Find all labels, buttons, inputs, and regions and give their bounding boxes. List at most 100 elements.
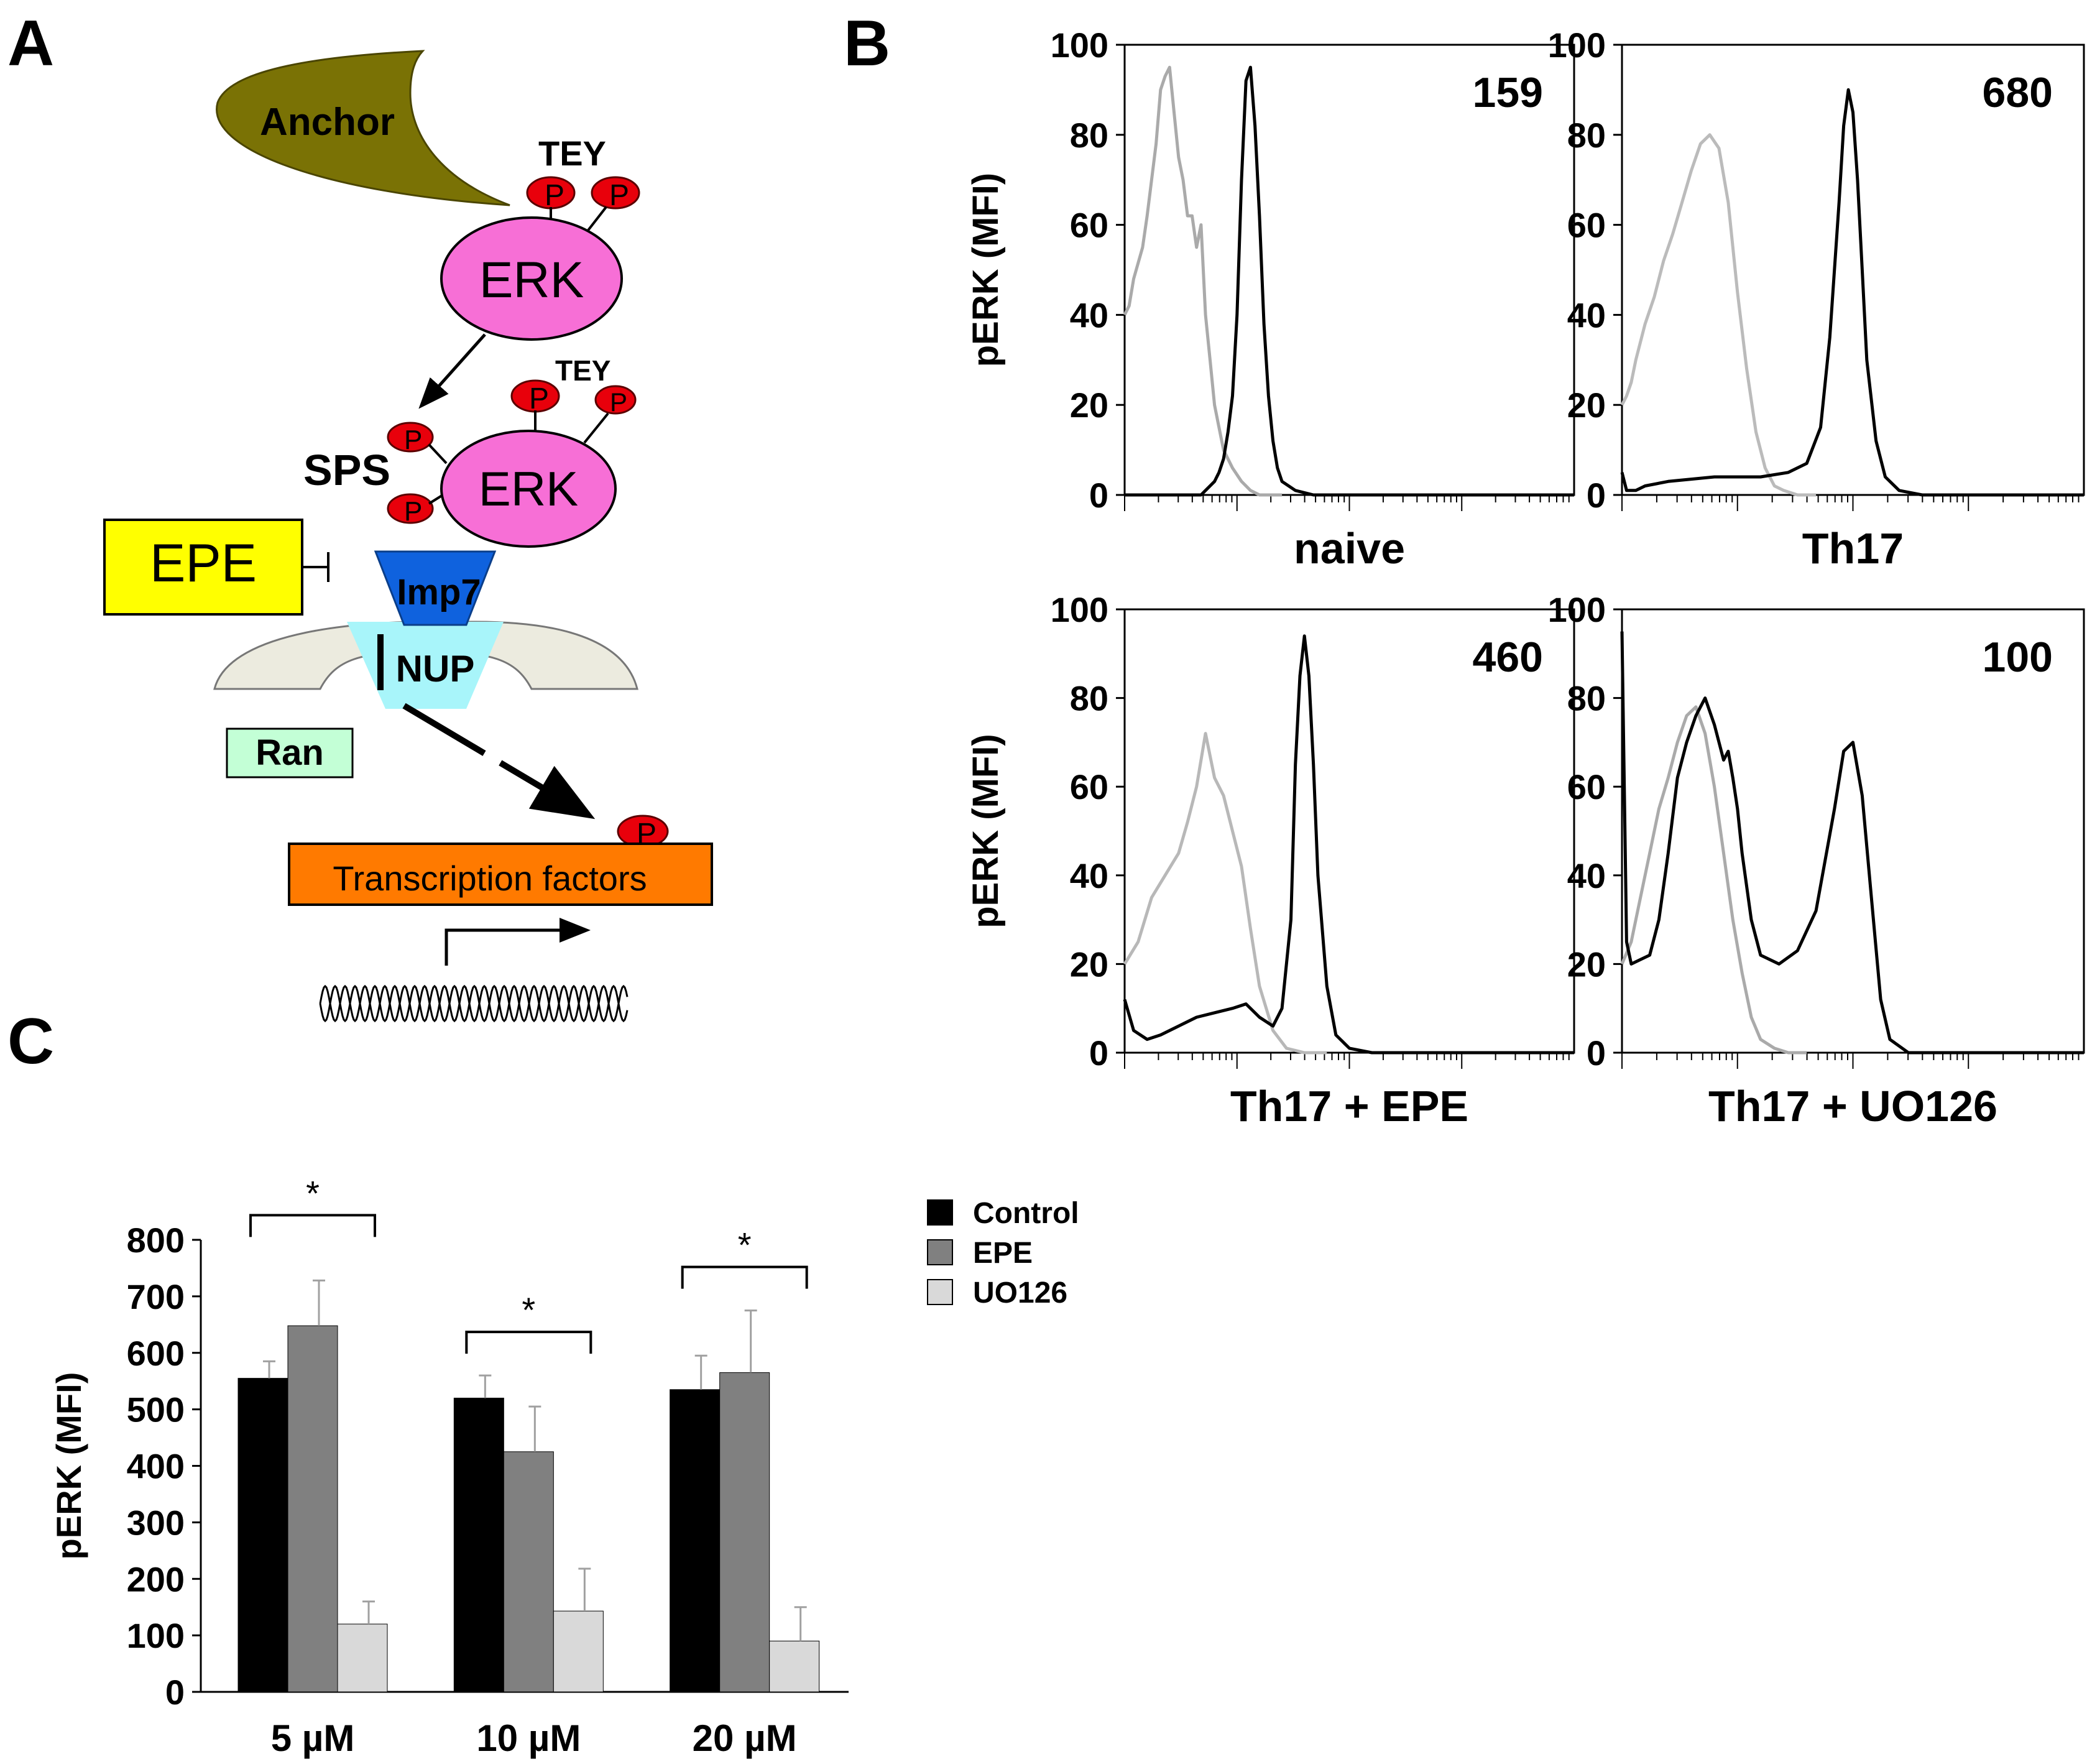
y-tick-label: 200 bbox=[127, 1559, 185, 1599]
y-tick-label: 0 bbox=[165, 1673, 185, 1712]
phospho-site-label: P bbox=[610, 387, 627, 417]
y-tick-label: 80 bbox=[1070, 679, 1108, 718]
y-tick-label: 20 bbox=[1070, 386, 1108, 425]
y-tick-label: 100 bbox=[1548, 590, 1606, 629]
phospho-site: P bbox=[387, 422, 434, 455]
y-tick-label: 60 bbox=[1567, 767, 1606, 806]
erk-label-bottom: ERK bbox=[479, 461, 578, 516]
y-axis-label: pERK (MFI) bbox=[49, 1372, 88, 1560]
bar-chart: 0 100 200 300 400 500 600 700 800 pERK (MFI) 5 µM *… bbox=[49, 1173, 1079, 1759]
legend-label: Control bbox=[973, 1197, 1079, 1230]
series-line-pERK bbox=[1620, 88, 2084, 497]
bar-Control bbox=[453, 1397, 504, 1692]
bar-group: 10 µM * bbox=[453, 1290, 604, 1759]
y-tick-label: 20 bbox=[1567, 944, 1606, 984]
y-tick-label: 400 bbox=[127, 1447, 185, 1486]
y-tick-label: 40 bbox=[1070, 295, 1108, 335]
panel-title: Th17 + UO126 bbox=[1708, 1082, 1997, 1130]
tey-label-top: TEY bbox=[538, 134, 606, 173]
phospho-site: P bbox=[594, 385, 637, 417]
bar-Control bbox=[670, 1389, 721, 1692]
phospho-site-label: P bbox=[545, 179, 564, 212]
anchor-shape bbox=[216, 50, 510, 206]
series-line-pERK bbox=[1620, 631, 2084, 1055]
legend-label: UO126 bbox=[973, 1277, 1067, 1309]
bar-EPE bbox=[719, 1372, 770, 1692]
y-tick-label: 300 bbox=[127, 1503, 185, 1542]
bar-UO126 bbox=[337, 1623, 388, 1692]
y-tick-label: 0 bbox=[1587, 476, 1606, 515]
y-tick-label: 0 bbox=[1587, 1033, 1606, 1073]
histogram-panel: 0 20 40 60 80 100 100 Th17 + UO126 bbox=[1548, 590, 2085, 1130]
phospho-site: P bbox=[387, 493, 434, 527]
y-tick-label: 600 bbox=[127, 1334, 185, 1373]
histogram-panel: 0 20 40 60 80 100 159 naive pERK (MFI) bbox=[965, 25, 1575, 573]
legend: Control EPE UO126 bbox=[927, 1197, 1079, 1309]
panel-c: C 0 100 200 300 400 500 600 700 800 pERK (MFI) 5 µ… bbox=[7, 1005, 1079, 1759]
phospho-site-label: P bbox=[404, 425, 422, 455]
significance-bracket bbox=[681, 1265, 808, 1289]
bar-UO126 bbox=[769, 1640, 820, 1692]
transcription-factors-box bbox=[288, 843, 713, 906]
category-label: 5 µM bbox=[271, 1717, 355, 1759]
y-tick-label: 100 bbox=[1051, 25, 1108, 65]
panel-a: A Anchor TEY P P ERK TEY P P bbox=[7, 7, 713, 1023]
y-tick-label: 60 bbox=[1070, 767, 1108, 806]
bar-Control bbox=[237, 1378, 288, 1692]
anchor-label: Anchor bbox=[260, 101, 395, 144]
phospho-site-label: P bbox=[529, 382, 549, 415]
category-label: 20 µM bbox=[693, 1717, 797, 1759]
y-axis-label: pERK (MFI) bbox=[965, 734, 1006, 928]
bar-UO126 bbox=[553, 1610, 604, 1692]
bar-EPE bbox=[287, 1325, 338, 1692]
legend-swatch bbox=[927, 1199, 953, 1226]
category-label: 10 µM bbox=[476, 1717, 581, 1759]
significance-label: * bbox=[306, 1173, 320, 1212]
imp7-label: Imp7 bbox=[397, 572, 481, 612]
series-line-isotype bbox=[1123, 65, 1283, 497]
y-tick-label: 800 bbox=[127, 1221, 185, 1260]
phospho-site: P bbox=[510, 379, 560, 415]
y-tick-label: 100 bbox=[1548, 25, 1606, 65]
phospho-stem bbox=[428, 443, 448, 464]
y-tick-label: 20 bbox=[1070, 944, 1108, 984]
transcription-factors-label: Transcription factors bbox=[333, 859, 647, 898]
bar-group: 5 µM * bbox=[237, 1173, 388, 1759]
y-tick-label: 80 bbox=[1567, 116, 1606, 155]
series-line-isotype bbox=[1620, 705, 1807, 1055]
panel-title: naive bbox=[1294, 524, 1405, 573]
transcription-start-arrow bbox=[445, 918, 591, 966]
y-tick-label: 0 bbox=[1089, 1033, 1108, 1073]
plot-frame bbox=[1123, 44, 1575, 496]
y-tick-label: 20 bbox=[1567, 386, 1606, 425]
mfi-value: 100 bbox=[1983, 634, 2053, 681]
y-tick-label: 0 bbox=[1089, 476, 1108, 515]
series-line-isotype bbox=[1123, 732, 1327, 1055]
panel-b-label: B bbox=[844, 7, 890, 80]
y-tick-label: 60 bbox=[1567, 206, 1606, 245]
bar-group: 20 µM * bbox=[670, 1226, 820, 1759]
phospho-site-label: P bbox=[404, 496, 422, 527]
plot-frame bbox=[1621, 608, 2085, 1054]
series-line-pERK bbox=[1123, 634, 1574, 1055]
epe-label: EPE bbox=[150, 533, 257, 593]
significance-label: * bbox=[738, 1226, 752, 1265]
phospho-site: P bbox=[591, 176, 640, 212]
y-tick-label: 80 bbox=[1070, 116, 1108, 155]
nup-pore bbox=[347, 622, 504, 709]
significance-bracket bbox=[465, 1331, 592, 1354]
translocation-arrow bbox=[418, 333, 486, 409]
y-tick-label: 40 bbox=[1567, 295, 1606, 335]
panel-title: Th17 bbox=[1802, 524, 1904, 573]
legend-swatch bbox=[927, 1279, 953, 1305]
mfi-value: 680 bbox=[1983, 69, 2053, 116]
ran-label: Ran bbox=[256, 732, 324, 773]
y-tick-label: 40 bbox=[1567, 856, 1606, 895]
nuclear-arrow bbox=[402, 703, 596, 820]
series-line-pERK bbox=[1125, 65, 1574, 497]
tey-label-bottom: TEY bbox=[555, 354, 610, 387]
plot-frame bbox=[1123, 608, 1575, 1054]
panel-c-label: C bbox=[7, 1005, 54, 1078]
mfi-value: 159 bbox=[1473, 69, 1543, 116]
